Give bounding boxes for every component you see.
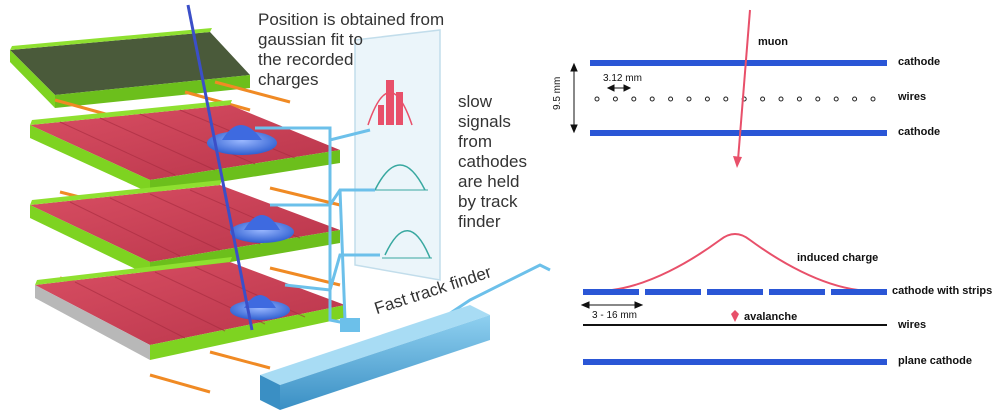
cathode-top-bar (590, 60, 887, 66)
wire-dot (649, 96, 655, 102)
top-cathode-plate (10, 28, 250, 108)
position-caption-line-3: the recorded (258, 50, 354, 69)
cathode-plate-4 (35, 257, 345, 394)
wire-dot (612, 96, 618, 102)
muon-arrow (733, 9, 751, 168)
muon-track (186, 4, 254, 331)
wire-pitch-label: 3.12 mm (603, 73, 642, 84)
induced-charge-label: induced charge (797, 252, 879, 264)
position-caption-line-4: charges (258, 70, 319, 89)
wires-bottom-label: wires (898, 319, 927, 331)
gap-label: 9.5 mm (552, 76, 563, 110)
strip-dimension-arrow (580, 301, 644, 309)
cathode-top-label: cathode (898, 56, 941, 68)
slow-signals-line-6: by track (458, 192, 518, 211)
cathode-strips (583, 289, 887, 295)
plane-cathode-label: plane cathode (898, 355, 972, 367)
cathode-with-strips-label: cathode with strips (892, 285, 993, 297)
slow-signals-line-7: finder (458, 212, 501, 231)
avalanche-marker (731, 310, 739, 322)
wire-dot (796, 96, 802, 102)
gap-dimension-arrow (570, 62, 578, 134)
mwpc-section (570, 9, 887, 168)
wire-dot (852, 96, 858, 102)
wire-dot (668, 96, 674, 102)
slow-signals-line-5: are held (458, 172, 520, 191)
cathode-bottom-bar (590, 130, 887, 136)
cathode-plate-2 (30, 100, 340, 193)
wire-dot (870, 96, 876, 102)
wire-dot (833, 96, 839, 102)
wire-dot (760, 96, 766, 102)
wire-dot (815, 96, 821, 102)
wire-dots (594, 96, 876, 102)
slow-signals-line-2: signals (458, 112, 511, 131)
wire-dot (723, 96, 729, 102)
slow-signals-line-1: slow (458, 92, 493, 111)
strip-width-label: 3 - 16 mm (592, 310, 638, 321)
strip-cathode-section (580, 233, 887, 365)
fast-track-finder-box (260, 305, 490, 410)
muon-label: muon (758, 36, 788, 48)
wires-top-label: wires (898, 91, 927, 103)
induced-charge-curve (611, 233, 859, 291)
position-caption: Position is obtained from gaussian fit t… (258, 10, 444, 90)
wire-dot (778, 96, 784, 102)
wire-dot (686, 96, 692, 102)
slow-signals-caption: slow signals from cathodes are held by t… (458, 92, 527, 232)
slow-signals-line-3: from (458, 132, 492, 151)
avalanche-label: avalanche (744, 311, 798, 323)
position-caption-line-2: gaussian fit to (258, 30, 363, 49)
wire-dot (594, 96, 600, 102)
plane-cathode-bar (583, 359, 887, 365)
cathode-bottom-label: cathode (898, 126, 941, 138)
pitch-dimension-arrow (606, 84, 632, 92)
slow-signals-line-4: cathodes (458, 152, 527, 171)
wire-dot (631, 96, 637, 102)
chamber-illustration (10, 4, 551, 410)
wire-dot (704, 96, 710, 102)
position-caption-line-1: Position is obtained from (258, 10, 445, 29)
